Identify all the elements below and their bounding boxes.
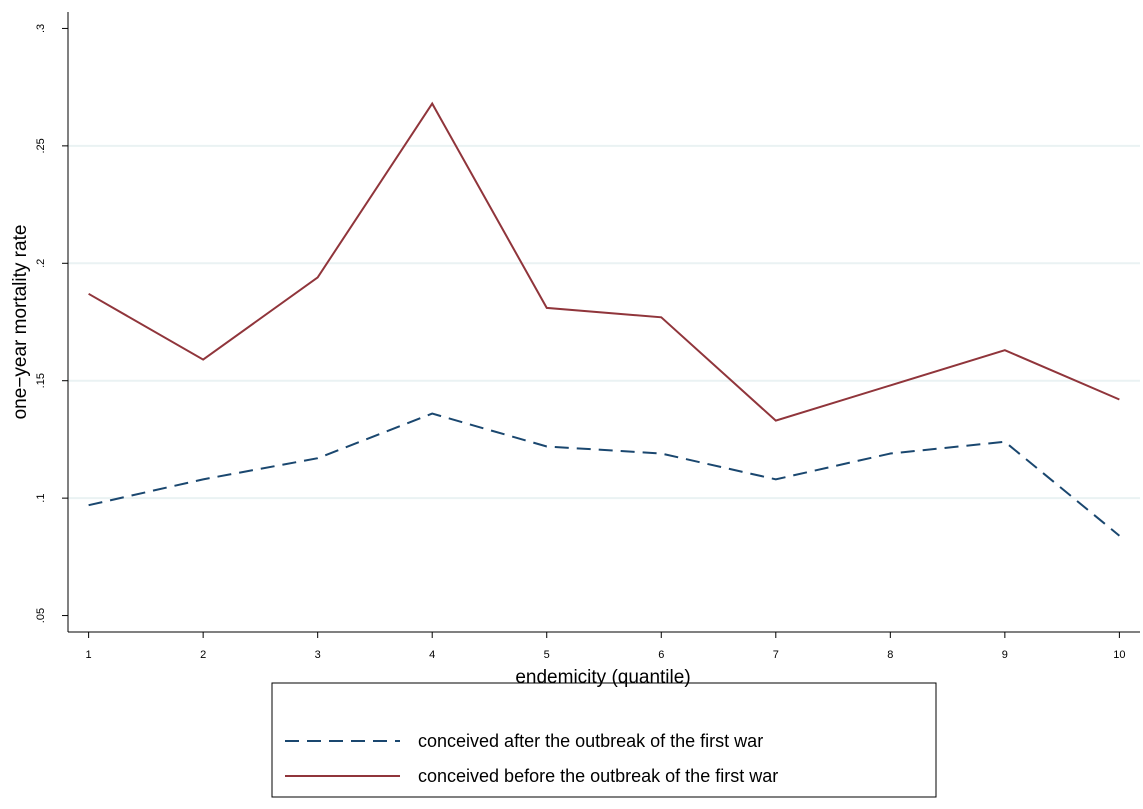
x-axis-title: endemicity (quantile)	[515, 667, 690, 688]
x-tick-label: 3	[315, 649, 321, 661]
y-tick-label: .1	[35, 494, 47, 503]
x-tick-label: 6	[658, 649, 664, 661]
x-tick-label: 7	[773, 649, 779, 661]
line-series	[88, 101, 1120, 422]
y-tick-label: .05	[35, 608, 47, 623]
y-tick-label: .3	[35, 24, 47, 33]
y-tick-label: .2	[35, 259, 47, 268]
x-tick-label: 4	[429, 649, 435, 661]
y-tick-label: .25	[35, 138, 47, 153]
x-tick-label: 1	[86, 649, 92, 661]
legend-box	[271, 682, 937, 798]
y-tick-label: .15	[35, 373, 47, 388]
y-axis-title: one−year mortality rate	[10, 225, 31, 420]
x-tick-label: 8	[887, 649, 893, 661]
line-series	[88, 412, 1121, 537]
legend-label: conceived before the outbreak of the fir…	[418, 766, 778, 786]
legend-label: conceived after the outbreak of the firs…	[418, 731, 763, 751]
x-tick-label: 10	[1113, 649, 1125, 661]
x-tick-label: 2	[200, 649, 206, 661]
x-tick-label: 5	[544, 649, 550, 661]
x-tick-label: 9	[1002, 649, 1008, 661]
